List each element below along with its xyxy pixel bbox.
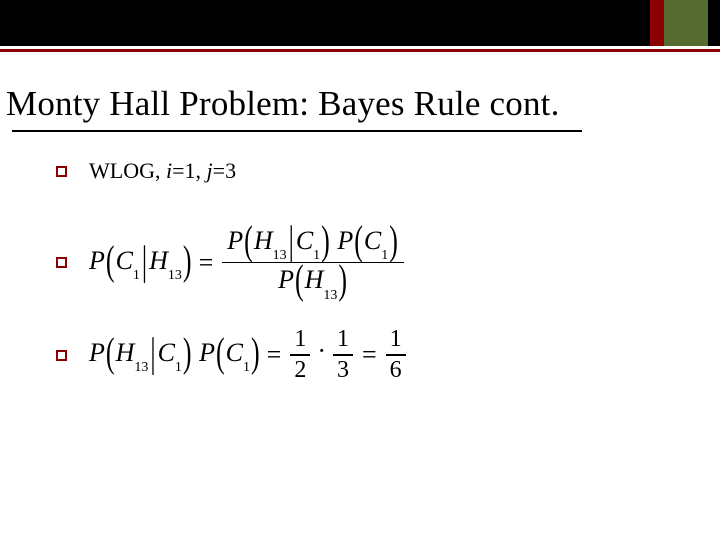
sym-rparen: ) — [183, 237, 192, 285]
sym-P: P — [227, 226, 243, 255]
eq-3: =3 — [213, 158, 236, 183]
sym-rparen: ) — [321, 216, 330, 266]
sub-13: 13 — [168, 268, 182, 283]
fraction-1-6: 1 6 — [386, 325, 406, 384]
sub-13: 13 — [134, 360, 148, 375]
sym-rparen: ) — [338, 255, 347, 305]
header-olive-block — [664, 0, 708, 46]
sym-H: H — [149, 246, 168, 275]
header-underline — [0, 49, 720, 52]
fraction-bayes: P(H13|C1) P(C1) P(H13) — [222, 224, 404, 301]
sym-C: C — [116, 246, 133, 275]
header-maroon-block — [650, 0, 664, 46]
sub-1: 1 — [313, 248, 320, 263]
sub-1: 1 — [381, 248, 388, 263]
equation-2: P(H13|C1) P(C1) = 1 2 · 1 3 = 1 6 — [89, 325, 409, 384]
sub-1: 1 — [243, 360, 250, 375]
sym-eq: = — [362, 340, 377, 370]
sym-rparen: ) — [183, 329, 192, 377]
bullet-icon — [56, 350, 67, 361]
bullet-row-1: WLOG, i=1, j=3 — [56, 158, 664, 184]
bullet-icon — [56, 257, 67, 268]
num-1: 1 — [386, 325, 406, 354]
sym-H: H — [305, 265, 324, 294]
fraction-1-2: 1 2 — [290, 325, 310, 384]
bullet-icon — [56, 166, 67, 177]
header-black-strip — [0, 0, 720, 46]
fraction-1-3: 1 3 — [333, 325, 353, 384]
sym-H: H — [254, 226, 273, 255]
eq-1: =1, — [172, 158, 206, 183]
den-6: 6 — [386, 356, 406, 385]
bullet-1-text: WLOG, i=1, j=3 — [89, 158, 236, 184]
equation-1: P(C1|H13) = P(H13|C1) P(C1) P(H13) — [89, 224, 407, 301]
sub-1: 1 — [133, 268, 140, 283]
sym-eq: = — [199, 248, 214, 278]
sym-P: P — [337, 226, 353, 255]
sym-dot: · — [317, 336, 326, 366]
slide-title: Monty Hall Problem: Bayes Rule cont. — [6, 84, 714, 124]
den-2: 2 — [290, 356, 310, 385]
wlog-prefix: WLOG, — [89, 158, 166, 183]
sym-pipe: | — [150, 329, 155, 377]
header-bar — [0, 0, 720, 56]
sym-P: P — [199, 338, 215, 367]
sym-P: P — [278, 265, 294, 294]
sub-13: 13 — [323, 288, 337, 303]
den-3: 3 — [333, 356, 353, 385]
sym-rparen: ) — [251, 329, 260, 377]
sym-lparen: ( — [244, 216, 253, 266]
sub-13: 13 — [273, 248, 287, 263]
sym-lparen: ( — [354, 216, 363, 266]
sym-H: H — [116, 338, 135, 367]
num-1: 1 — [290, 325, 310, 354]
sym-rparen: ) — [389, 216, 398, 266]
sym-C: C — [296, 226, 313, 255]
sym-lparen: ( — [106, 329, 115, 377]
sym-C: C — [158, 338, 175, 367]
sym-P: P — [89, 246, 105, 275]
sym-C: C — [226, 338, 243, 367]
content-area: WLOG, i=1, j=3 P(C1|H13) = P(H13|C1) P(C… — [0, 132, 720, 385]
sym-lparen: ( — [106, 237, 115, 285]
sym-C: C — [364, 226, 381, 255]
sym-P: P — [89, 338, 105, 367]
num-1: 1 — [333, 325, 353, 354]
sub-1: 1 — [175, 360, 182, 375]
sym-lparen: ( — [216, 329, 225, 377]
bullet-row-2: P(C1|H13) = P(H13|C1) P(C1) P(H13) — [56, 224, 664, 301]
sym-eq: = — [267, 340, 282, 370]
sym-lparen: ( — [295, 255, 304, 305]
sym-pipe: | — [142, 237, 147, 285]
bullet-row-3: P(H13|C1) P(C1) = 1 2 · 1 3 = 1 6 — [56, 325, 664, 384]
sym-pipe: | — [289, 216, 294, 266]
